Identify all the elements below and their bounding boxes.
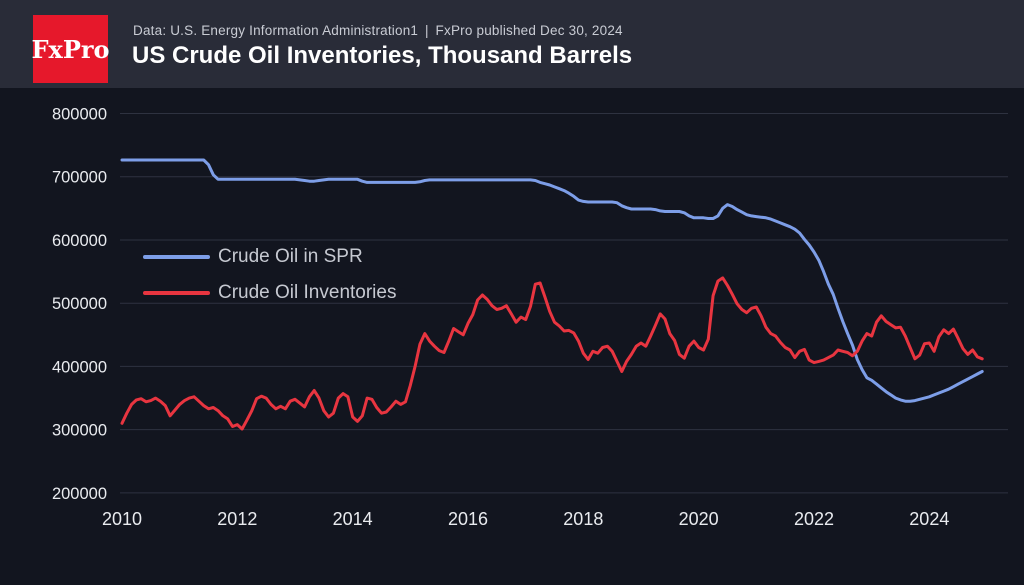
legend-label-spr: Crude Oil in SPR xyxy=(218,246,363,267)
legend-label-inventories: Crude Oil Inventories xyxy=(218,282,397,303)
y-axis-tick-label: 600000 xyxy=(52,232,107,250)
x-axis-tick-label: 2016 xyxy=(448,509,488,529)
x-axis-tick-label: 2022 xyxy=(794,509,834,529)
legend-item-spr: Crude Oil in SPR xyxy=(143,239,396,275)
legend-item-inventories: Crude Oil Inventories xyxy=(143,275,396,311)
x-axis-tick-label: 2020 xyxy=(679,509,719,529)
chart-legend: Crude Oil in SPR Crude Oil Inventories xyxy=(143,239,396,311)
header-bar: FxPro Data: U.S. Energy Information Admi… xyxy=(0,0,1024,88)
y-axis-tick-label: 700000 xyxy=(52,169,107,187)
data-source-line: Data: U.S. Energy Information Administra… xyxy=(133,23,623,38)
y-axis-tick-label: 300000 xyxy=(52,422,107,440)
spr-series-line xyxy=(120,158,984,403)
x-axis-tick-label: 2018 xyxy=(563,509,603,529)
fxpro-logo: FxPro xyxy=(31,15,110,83)
fxpro-logo-text: FxPro xyxy=(31,34,110,64)
y-axis-tick-label: 500000 xyxy=(52,295,107,313)
x-axis-tick-label: 2014 xyxy=(333,509,373,529)
chart-title: US Crude Oil Inventories, Thousand Barre… xyxy=(132,42,633,69)
spr-line-swatch xyxy=(143,255,210,259)
x-axis-tick-label: 2024 xyxy=(909,509,949,529)
inventories-line-swatch xyxy=(143,291,210,295)
x-axis-tick-label: 2012 xyxy=(217,509,257,529)
inventories-series-line xyxy=(120,276,984,431)
y-axis-tick-label: 400000 xyxy=(52,358,107,376)
y-axis-tick-label: 200000 xyxy=(52,485,107,503)
x-axis-tick-label: 2010 xyxy=(102,509,142,529)
y-axis-tick-label: 800000 xyxy=(52,106,107,124)
